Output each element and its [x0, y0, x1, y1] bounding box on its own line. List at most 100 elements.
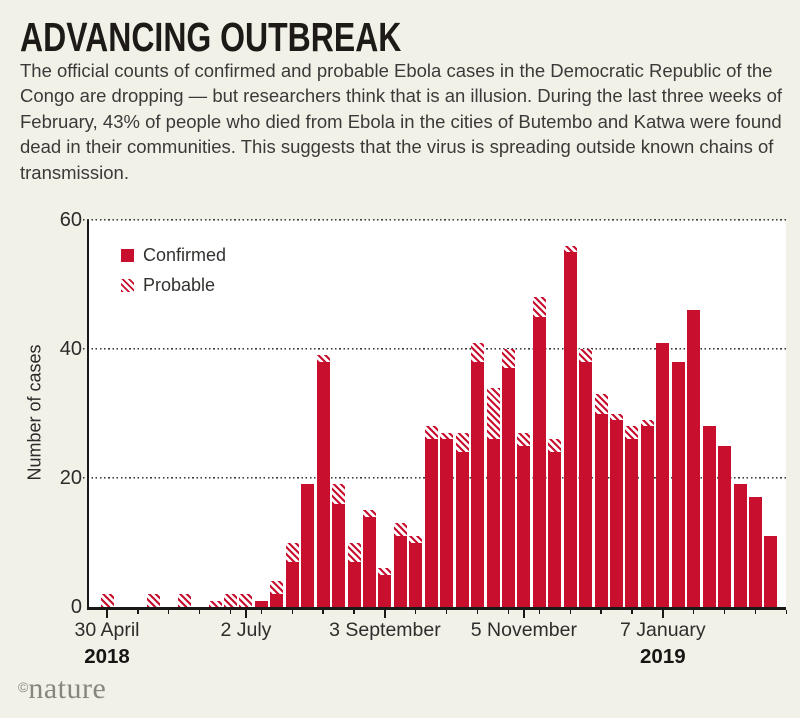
bar-confirmed-week-10: [254, 600, 268, 607]
bar-confirmed-week-22: [440, 439, 454, 607]
bar-confirmed-week-34: [625, 439, 639, 607]
legend-label-probable: Probable: [143, 274, 216, 295]
x-ticks-layer: [89, 610, 789, 622]
y-tick-label-60: 60: [59, 209, 82, 231]
bar-probable-week-9: [239, 594, 253, 607]
bar-confirmed-week-39: [702, 426, 716, 607]
bar-probable-week-26: [501, 349, 515, 369]
copyright-icon: ©: [18, 679, 29, 695]
bar-probable-week-30: [563, 245, 577, 253]
year-labels-layer: 2018 2019: [84, 645, 789, 671]
x-axis-tick: [106, 610, 108, 618]
x-axis-tick: [168, 610, 170, 614]
bar-confirmed-week-25: [486, 439, 500, 607]
probable-swatch-icon: [121, 278, 134, 292]
x-axis-tick: [723, 610, 726, 614]
bar-confirmed-week-30: [563, 252, 577, 607]
bar-probable-week-14: [316, 355, 330, 362]
bar-confirmed-week-27: [517, 445, 531, 607]
bar-probable-week-7: [208, 600, 222, 607]
bar-confirmed-week-43: [764, 536, 778, 607]
bar-probable-week-16: [347, 542, 361, 562]
legend-label-confirmed: Confirmed: [143, 244, 227, 265]
bar-probable-week-11: [270, 581, 284, 595]
bar-confirmed-week-40: [718, 445, 732, 607]
x-axis-tick: [507, 610, 510, 614]
bar-confirmed-week-20: [409, 542, 423, 607]
x-tick-label: 30 April: [74, 619, 140, 641]
bar-confirmed-week-23: [455, 452, 469, 607]
x-axis-tick: [384, 610, 386, 618]
legend: Confirmed Probable: [121, 240, 226, 300]
bar-probable-week-33: [610, 413, 624, 420]
bar-confirmed-week-16: [347, 561, 361, 607]
nature-logo: ©nature: [18, 672, 106, 706]
bar-probable-week-21: [424, 426, 438, 440]
x-axis-tick: [260, 610, 263, 614]
x-axis-tick: [693, 610, 695, 614]
x-axis-tick: [245, 610, 247, 618]
nature-wordmark: nature: [28, 672, 107, 705]
bar-confirmed-week-13: [301, 484, 315, 607]
x-axis-tick: [229, 610, 232, 614]
bar-probable-week-12: [285, 542, 299, 562]
gridline-40: [83, 348, 788, 350]
bar-probable-week-34: [625, 426, 639, 440]
x-tick-label: 2 July: [220, 619, 272, 641]
legend-item-confirmed: Confirmed: [121, 240, 226, 270]
x-axis-tick: [291, 610, 293, 614]
bar-confirmed-week-21: [424, 439, 438, 607]
year-label: 2018: [84, 645, 130, 668]
bar-probable-week-23: [455, 432, 469, 453]
bar-probable-week-27: [517, 432, 531, 446]
bars-layer: [89, 220, 786, 607]
page-title: ADVANCING OUTBREAK: [20, 14, 402, 60]
x-axis-tick: [415, 610, 417, 614]
year-label: 2019: [640, 645, 686, 668]
y-tick-label-20: 20: [59, 467, 82, 489]
x-axis-tick: [523, 610, 525, 618]
bar-probable-week-31: [579, 349, 593, 362]
x-axis-tick: [785, 610, 788, 614]
bar-probable-week-28: [532, 297, 546, 317]
bar-confirmed-week-31: [579, 361, 593, 607]
bar-probable-week-25: [486, 387, 500, 440]
x-axis-tick: [631, 610, 633, 614]
bar-confirmed-week-15: [332, 503, 346, 607]
bar-confirmed-week-38: [687, 310, 701, 607]
bar-confirmed-week-42: [748, 497, 762, 607]
confirmed-swatch-icon: [121, 248, 134, 262]
bar-confirmed-week-18: [378, 574, 392, 607]
bar-probable-week-15: [332, 484, 346, 504]
x-tick-label: 5 November: [470, 619, 577, 641]
bar-confirmed-week-33: [610, 419, 624, 607]
chart-description: The official counts of confirmed and pro…: [20, 60, 782, 183]
bar-confirmed-week-19: [393, 536, 407, 607]
bar-confirmed-week-28: [532, 316, 546, 607]
bar-probable-week-24: [471, 342, 485, 362]
x-axis-tick: [137, 610, 139, 614]
bar-confirmed-week-26: [501, 368, 515, 607]
bar-confirmed-week-17: [362, 516, 376, 607]
bar-confirmed-week-24: [471, 361, 485, 607]
bar-probable-week-20: [409, 536, 423, 543]
bar-confirmed-week-12: [285, 561, 299, 607]
x-axis-tick: [353, 610, 355, 614]
bar-probable-week-8: [224, 594, 238, 607]
x-labels-layer: 30 April 2 July 3 September 5 November 7 Jan…: [74, 619, 789, 649]
gridline-60: [83, 219, 788, 221]
y-tick-label-0: 0: [70, 596, 82, 618]
x-axis-tick: [569, 610, 571, 614]
bar-confirmed-week-11: [270, 594, 284, 607]
x-axis-tick: [754, 610, 757, 614]
bar-confirmed-week-37: [671, 361, 685, 607]
legend-item-probable: Probable: [121, 270, 226, 300]
bar-probable-week-35: [640, 419, 654, 427]
bar-probable-week-5: [177, 594, 191, 607]
bar-probable-week-29: [548, 439, 562, 453]
x-axis-tick: [600, 610, 602, 614]
bar-probable-week-3: [146, 594, 160, 607]
x-tick-label: 3 September: [329, 619, 441, 641]
plot-area: [87, 220, 786, 610]
